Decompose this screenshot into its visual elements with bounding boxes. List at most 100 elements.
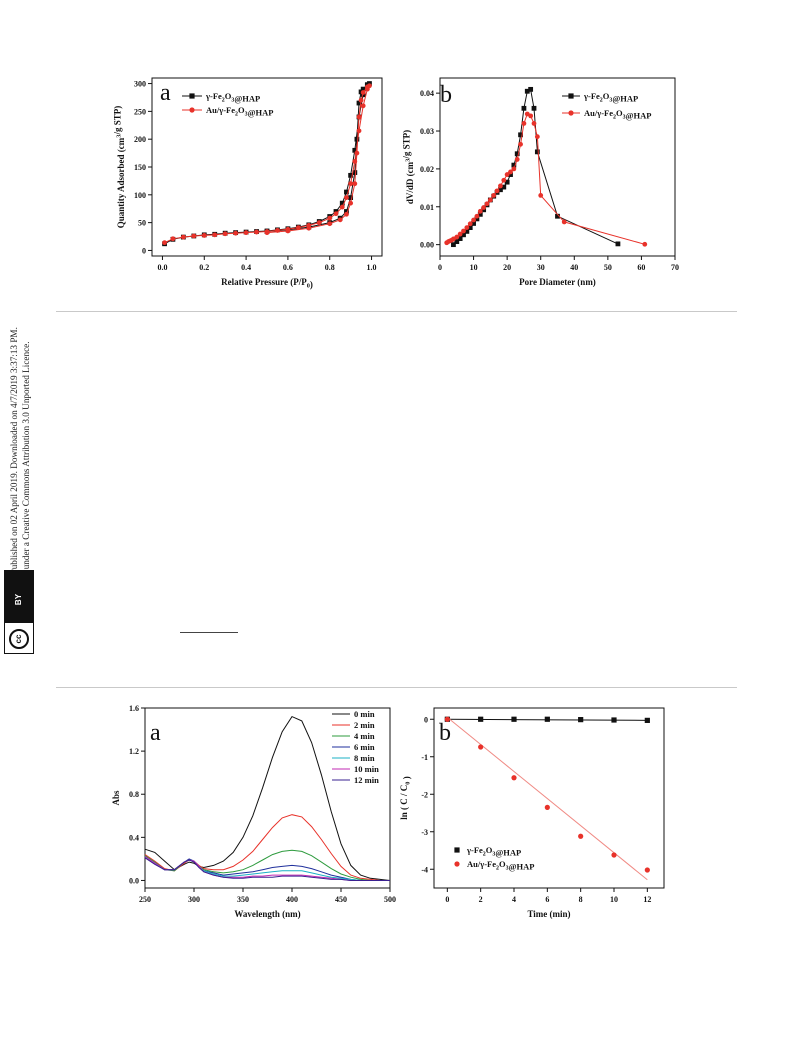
- x-tick-label: 8: [579, 895, 583, 904]
- y-tick-label: 150: [134, 163, 146, 172]
- x-tick-label: 4: [512, 895, 516, 904]
- data-point: [451, 242, 456, 248]
- x-tick-label: 0.4: [241, 263, 251, 272]
- data-point: [191, 233, 197, 239]
- data-point: [356, 100, 362, 106]
- data-point: [494, 188, 500, 194]
- data-point: [233, 230, 239, 236]
- x-tick-label: 0.8: [325, 263, 335, 272]
- x-tick-label: 2: [479, 895, 483, 904]
- legend-label: 8 min: [354, 753, 375, 763]
- data-point: [528, 113, 534, 119]
- data-point: [504, 179, 510, 185]
- data-point: [578, 833, 584, 839]
- data-point: [474, 213, 480, 219]
- plot-frame: [433, 707, 665, 889]
- data-point: [180, 234, 186, 240]
- y-axis-label: dV/dD (cm3/g STP): [401, 130, 415, 204]
- legend-label: Au/γ-Fe2O3@HAP: [584, 108, 651, 121]
- data-point: [531, 105, 537, 111]
- panel-label: b: [439, 720, 451, 746]
- y-tick-label: 0: [424, 715, 428, 724]
- data-point: [275, 228, 280, 233]
- data-point: [615, 241, 621, 247]
- x-axis-label: Relative Pressure (P/P0): [221, 277, 313, 290]
- series-1: [444, 716, 650, 723]
- y-tick-label: 0.03: [420, 127, 434, 136]
- x-tick-label: 70: [671, 263, 679, 272]
- bet-isotherm-chart: 0.0 0.2 0.4 0.6 0.8 1.0 0 50 100 150 200 250 300 Rela…: [112, 77, 383, 290]
- data-point: [521, 121, 527, 126]
- y-tick-label: -4: [421, 865, 428, 874]
- uv-vis-spectra-chart: 250 300 350 400 450 500 0.0 0.4 0.8 1.2 1.6 Wavelen…: [111, 704, 396, 919]
- data-point: [561, 219, 567, 225]
- y-tick-label: 0.00: [420, 241, 434, 250]
- x-axis-label: Pore Diameter (nm): [519, 277, 596, 287]
- data-point: [508, 169, 513, 175]
- data-point: [201, 233, 207, 238]
- by-label: BY: [5, 571, 33, 623]
- series-2: [144, 814, 390, 881]
- y-tick-label: 0.01: [420, 203, 434, 212]
- legend-label: 4 min: [354, 731, 375, 741]
- y-tick-label: 1.6: [129, 704, 139, 713]
- data-point: [474, 216, 480, 222]
- data-point: [511, 162, 517, 168]
- data-point: [501, 184, 507, 190]
- x-tick-label: 1.0: [367, 263, 377, 272]
- cc-by-license-badge[interactable]: BY cc: [4, 570, 34, 654]
- data-point: [189, 93, 195, 99]
- data-point: [511, 166, 517, 172]
- y-tick-label: 300: [134, 80, 146, 89]
- x-tick-label: 10: [610, 895, 618, 904]
- y-tick-label: -2: [421, 790, 428, 799]
- data-point: [544, 716, 550, 722]
- data-point: [611, 852, 617, 858]
- series-2: [444, 716, 650, 881]
- data-point: [356, 128, 362, 134]
- data-point: [478, 744, 484, 750]
- data-point: [555, 213, 560, 219]
- series-2: [162, 83, 372, 246]
- text-underline: [180, 632, 238, 633]
- x-tick-label: 0.2: [199, 263, 209, 272]
- data-point: [518, 132, 523, 138]
- x-axis-label: Wavelength (nm): [234, 909, 300, 919]
- x-tick-label: 0: [445, 895, 449, 904]
- series-4: [144, 856, 390, 881]
- series-line: [144, 715, 391, 881]
- data-point: [521, 105, 527, 111]
- data-point: [344, 189, 349, 195]
- data-point: [327, 221, 333, 227]
- legend-label: γ-Fe2O3@HAP: [583, 91, 638, 104]
- pore-size-distribution-chart: 0 10 20 30 40 50 60 70 0.00 0.01 0.02 0.03 0.04 Pore …: [401, 77, 679, 287]
- data-point: [534, 149, 540, 155]
- data-point: [478, 716, 484, 722]
- data-point: [464, 228, 470, 234]
- data-point: [457, 231, 463, 237]
- y-tick-label: 250: [134, 107, 146, 116]
- data-point: [514, 157, 520, 162]
- data-point: [360, 86, 366, 92]
- data-point: [477, 211, 483, 217]
- series-1: [144, 715, 391, 881]
- x-tick-label: 500: [384, 895, 396, 904]
- data-point: [611, 717, 617, 723]
- x-tick-label: 400: [286, 895, 298, 904]
- y-tick-label: 50: [138, 219, 146, 228]
- x-axis-label: Time (min): [527, 909, 570, 919]
- data-point: [306, 225, 312, 231]
- y-tick-label: 0.8: [129, 790, 139, 799]
- data-point: [189, 107, 195, 113]
- data-point: [454, 847, 460, 853]
- data-point: [484, 201, 490, 207]
- data-point: [344, 195, 349, 200]
- plot-frame: [144, 707, 391, 889]
- data-point: [348, 200, 354, 206]
- x-tick-label: 12: [643, 895, 651, 904]
- x-tick-label: 50: [604, 263, 612, 272]
- legend-label: γ-Fe2O3@HAP: [205, 91, 260, 104]
- data-point: [354, 150, 360, 156]
- data-point: [467, 225, 473, 230]
- plot-frame: [439, 77, 676, 257]
